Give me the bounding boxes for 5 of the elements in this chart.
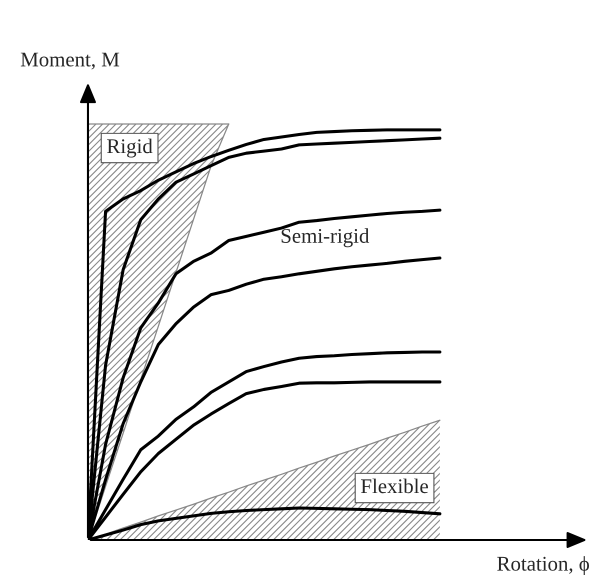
annotation: Rigid <box>107 138 153 158</box>
y-axis-title: Moment, M <box>20 52 120 70</box>
annotation: Semi-rigid <box>282 228 370 248</box>
x-axis-title: Rotation, ϕ <box>497 556 590 576</box>
annotation: Flexible <box>361 478 428 494</box>
